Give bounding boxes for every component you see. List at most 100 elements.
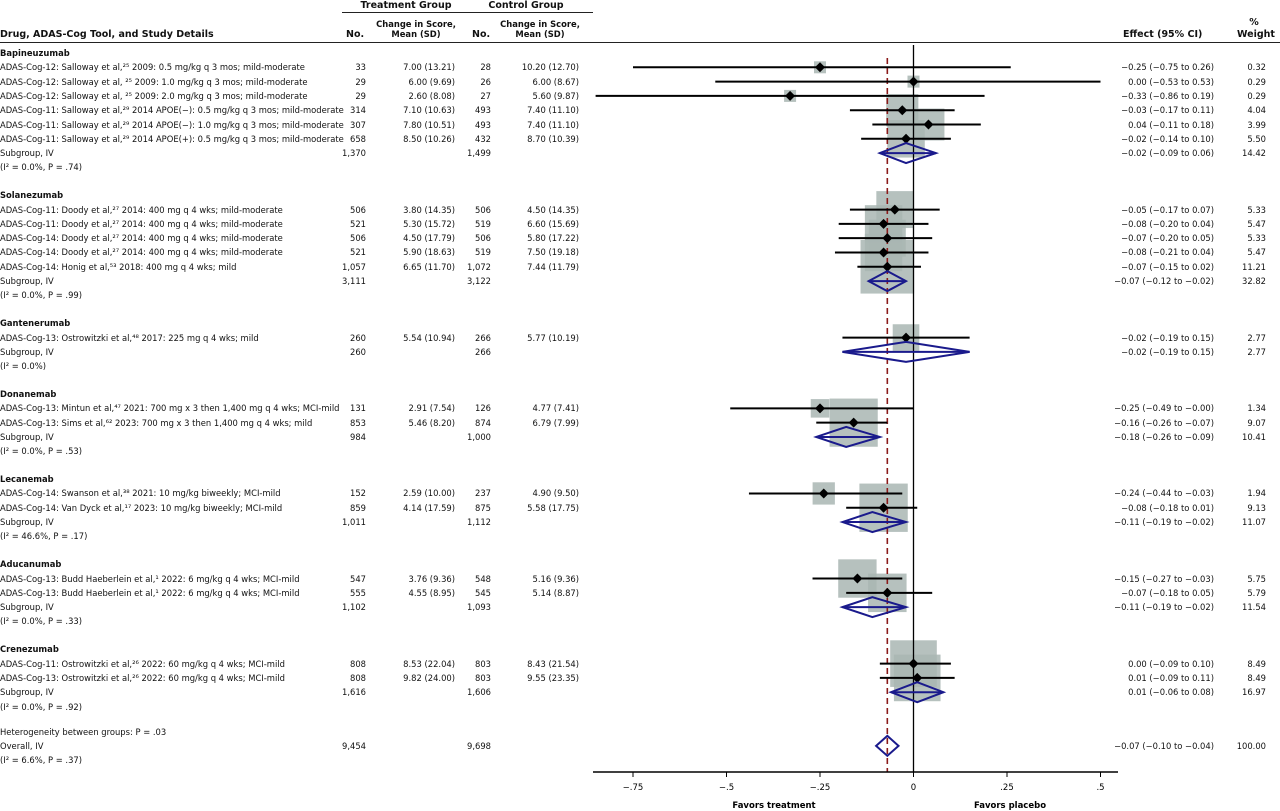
- treatment-mean-sd: 2.59 (10.00): [403, 488, 455, 499]
- control-n: 493: [475, 105, 491, 116]
- effect-ci: −0.15 (−0.27 to −0.03): [1114, 573, 1214, 584]
- treatment-mean-sd: 4.50 (17.79): [403, 233, 455, 244]
- control-header-rule: [466, 12, 593, 13]
- subgroup-label: Subgroup, IV: [0, 687, 54, 698]
- subgroup-weight: 11.54: [1242, 602, 1266, 613]
- column-header-change-treatment: Change in Score, Mean (SD): [376, 19, 456, 39]
- treatment-n: 853: [350, 417, 366, 428]
- weight-value: 4.04: [1247, 105, 1266, 116]
- weight-value: 5.33: [1247, 204, 1266, 215]
- treatment-mean-sd: 7.80 (10.51): [403, 119, 455, 130]
- treatment-mean-sd: 8.53 (22.04): [403, 658, 455, 669]
- header-bottom-rule: [0, 42, 1280, 43]
- treatment-n: 658: [350, 133, 366, 144]
- point-estimate: [852, 573, 863, 584]
- heterogeneity-stat: (I² = 0.0%): [0, 361, 46, 372]
- heterogeneity-stat: (I² = 46.6%, P = .17): [0, 531, 88, 542]
- control-mean-sd: 10.20 (12.70): [521, 62, 579, 73]
- treatment-n: 307: [350, 119, 366, 130]
- treatment-mean-sd: 2.60 (8.08): [408, 90, 456, 101]
- treatment-n: 314: [350, 105, 366, 116]
- x-tick-label: −.75: [623, 783, 644, 793]
- weight-value: 1.94: [1247, 488, 1266, 499]
- treatment-mean-sd: 2.91 (7.54): [408, 403, 456, 414]
- control-mean-sd: 6.79 (7.99): [532, 417, 580, 428]
- subgroup-weight: 32.82: [1242, 276, 1266, 287]
- control-n: 126: [475, 403, 491, 414]
- group-heading: Crenezumab: [0, 644, 59, 655]
- point-estimate: [878, 218, 889, 229]
- point-estimate: [923, 119, 934, 130]
- weight-value: 0.29: [1247, 90, 1266, 101]
- x-tick-label: −.5: [719, 783, 734, 793]
- treatment-group-header: Treatment Group: [360, 0, 452, 11]
- point-estimate: [815, 62, 825, 73]
- control-mean-sd: 8.43 (21.54): [527, 658, 579, 669]
- subgroup-label: Subgroup, IV: [0, 602, 54, 613]
- treatment-mean-sd: 6.00 (9.69): [408, 76, 456, 87]
- effect-ci: −0.08 (−0.21 to 0.04): [1121, 247, 1214, 258]
- control-n: 519: [475, 218, 491, 229]
- weight-value: 5.47: [1247, 247, 1266, 258]
- weight-value: 5.47: [1247, 218, 1266, 229]
- weight-value: 5.75: [1247, 573, 1266, 584]
- subgroup-effect-ci: −0.11 (−0.19 to −0.02): [1114, 602, 1214, 613]
- control-n: 432: [475, 133, 491, 144]
- control-mean-sd: 6.00 (8.67): [532, 76, 580, 87]
- control-mean-sd: 5.16 (9.36): [532, 573, 580, 584]
- control-mean-sd: 5.14 (8.87): [532, 587, 580, 598]
- control-mean-sd: 5.58 (17.75): [527, 502, 579, 513]
- control-n: 266: [475, 332, 491, 343]
- control-n: 27: [480, 90, 491, 101]
- overall-heterogeneity: (I² = 6.6%, P = .37): [0, 755, 83, 766]
- effect-ci: −0.02 (−0.19 to 0.15): [1121, 332, 1214, 343]
- control-mean-sd: 5.77 (10.19): [527, 332, 579, 343]
- subgroup-diamond: [839, 510, 910, 534]
- study-label: ADAS-Cog-12: Salloway et al, ²⁵ 2009: 1.…: [0, 76, 308, 87]
- group-heading: Donanemab: [0, 389, 57, 400]
- treatment-mean-sd: 5.30 (15.72): [403, 218, 455, 229]
- subgroup-label: Subgroup, IV: [0, 148, 54, 159]
- control-n: 548: [475, 573, 491, 584]
- effect-ci: −0.03 (−0.17 to 0.11): [1121, 105, 1214, 116]
- heterogeneity-stat: (I² = 0.0%, P = .74): [0, 162, 83, 173]
- treatment-mean-sd: 7.10 (10.63): [403, 105, 455, 116]
- subgroup-treatment-n: 1,102: [342, 602, 366, 613]
- control-mean-sd: 7.50 (19.18): [527, 247, 579, 258]
- treatment-n: 521: [350, 218, 366, 229]
- treatment-mean-sd: 5.54 (10.94): [403, 332, 455, 343]
- point-estimate: [882, 261, 893, 272]
- control-n: 875: [475, 502, 491, 513]
- treatment-n: 29: [355, 76, 366, 87]
- subgroup-effect-ci: −0.02 (−0.19 to 0.15): [1121, 346, 1214, 357]
- control-mean-sd: 4.90 (9.50): [532, 488, 580, 499]
- group-heading: Gantenerumab: [0, 318, 71, 329]
- between-groups-heterogeneity: Heterogeneity between groups: P = .03: [0, 726, 167, 737]
- treatment-mean-sd: 7.00 (13.21): [403, 62, 455, 73]
- study-label: ADAS-Cog-14: Honig et al,⁵³ 2018: 400 mg…: [0, 261, 237, 272]
- effect-ci: −0.33 (−0.86 to 0.19): [1121, 90, 1214, 101]
- control-n: 506: [475, 204, 491, 215]
- overall-treatment-n: 9,454: [342, 740, 366, 751]
- study-label: ADAS-Cog-14: Van Dyck et al,¹⁷ 2023: 10 …: [0, 502, 283, 513]
- point-estimate: [908, 76, 919, 87]
- subgroup-effect-ci: −0.11 (−0.19 to −0.02): [1114, 517, 1214, 528]
- heterogeneity-stat: (I² = 0.0%, P = .53): [0, 446, 83, 457]
- column-header-weight: Weight: [1237, 29, 1275, 40]
- subgroup-weight: 2.77: [1247, 346, 1266, 357]
- point-estimate: [848, 417, 859, 428]
- point-estimate: [901, 332, 912, 343]
- point-estimate: [878, 247, 889, 258]
- control-n: 237: [475, 488, 491, 499]
- overall-effect-ci: −0.07 (−0.10 to −0.04): [1114, 740, 1214, 751]
- subgroup-diamond: [813, 425, 884, 449]
- weight-value: 5.79: [1247, 587, 1266, 598]
- study-label: ADAS-Cog-11: Salloway et al,²⁹ 2014 APOE…: [0, 133, 344, 144]
- effect-ci: −0.08 (−0.18 to 0.01): [1121, 502, 1214, 513]
- point-estimate: [818, 488, 829, 499]
- subgroup-treatment-n: 1,616: [342, 687, 366, 698]
- point-estimate: [785, 90, 796, 101]
- control-n: 545: [475, 587, 491, 598]
- study-label: ADAS-Cog-14: Doody et al,²⁷ 2014: 400 mg…: [0, 247, 283, 258]
- column-header-weight-percent: %: [1249, 17, 1259, 28]
